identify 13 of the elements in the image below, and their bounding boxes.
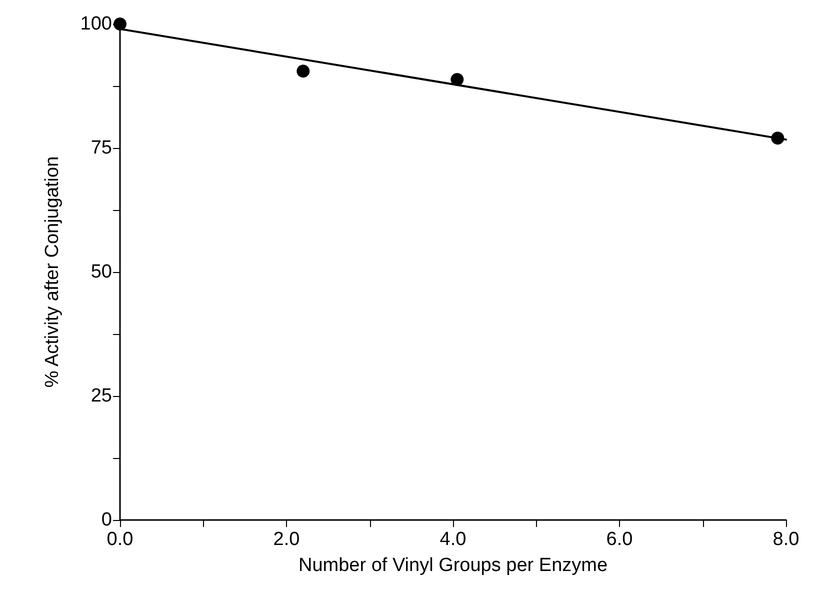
y-tick-label: 25 [90, 386, 112, 406]
y-tick-label: 75 [90, 138, 112, 158]
x-tick-label: 4.0 [440, 529, 466, 550]
x-axis-title: Number of Vinyl Groups per Enzyme [298, 555, 608, 576]
x-tick-label: 6.0 [606, 529, 633, 550]
y-axis-title: % Activity after Conjugation [42, 156, 63, 388]
point [296, 64, 310, 78]
y-tick-label: 100 [80, 14, 112, 34]
x-tick-label: 2.0 [273, 529, 300, 550]
y-tick-label: 0 [101, 510, 112, 530]
x-tick-label: 8.0 [772, 529, 800, 550]
x-tick-label: 0.0 [106, 529, 134, 550]
y-tick-label: 50 [90, 262, 112, 282]
